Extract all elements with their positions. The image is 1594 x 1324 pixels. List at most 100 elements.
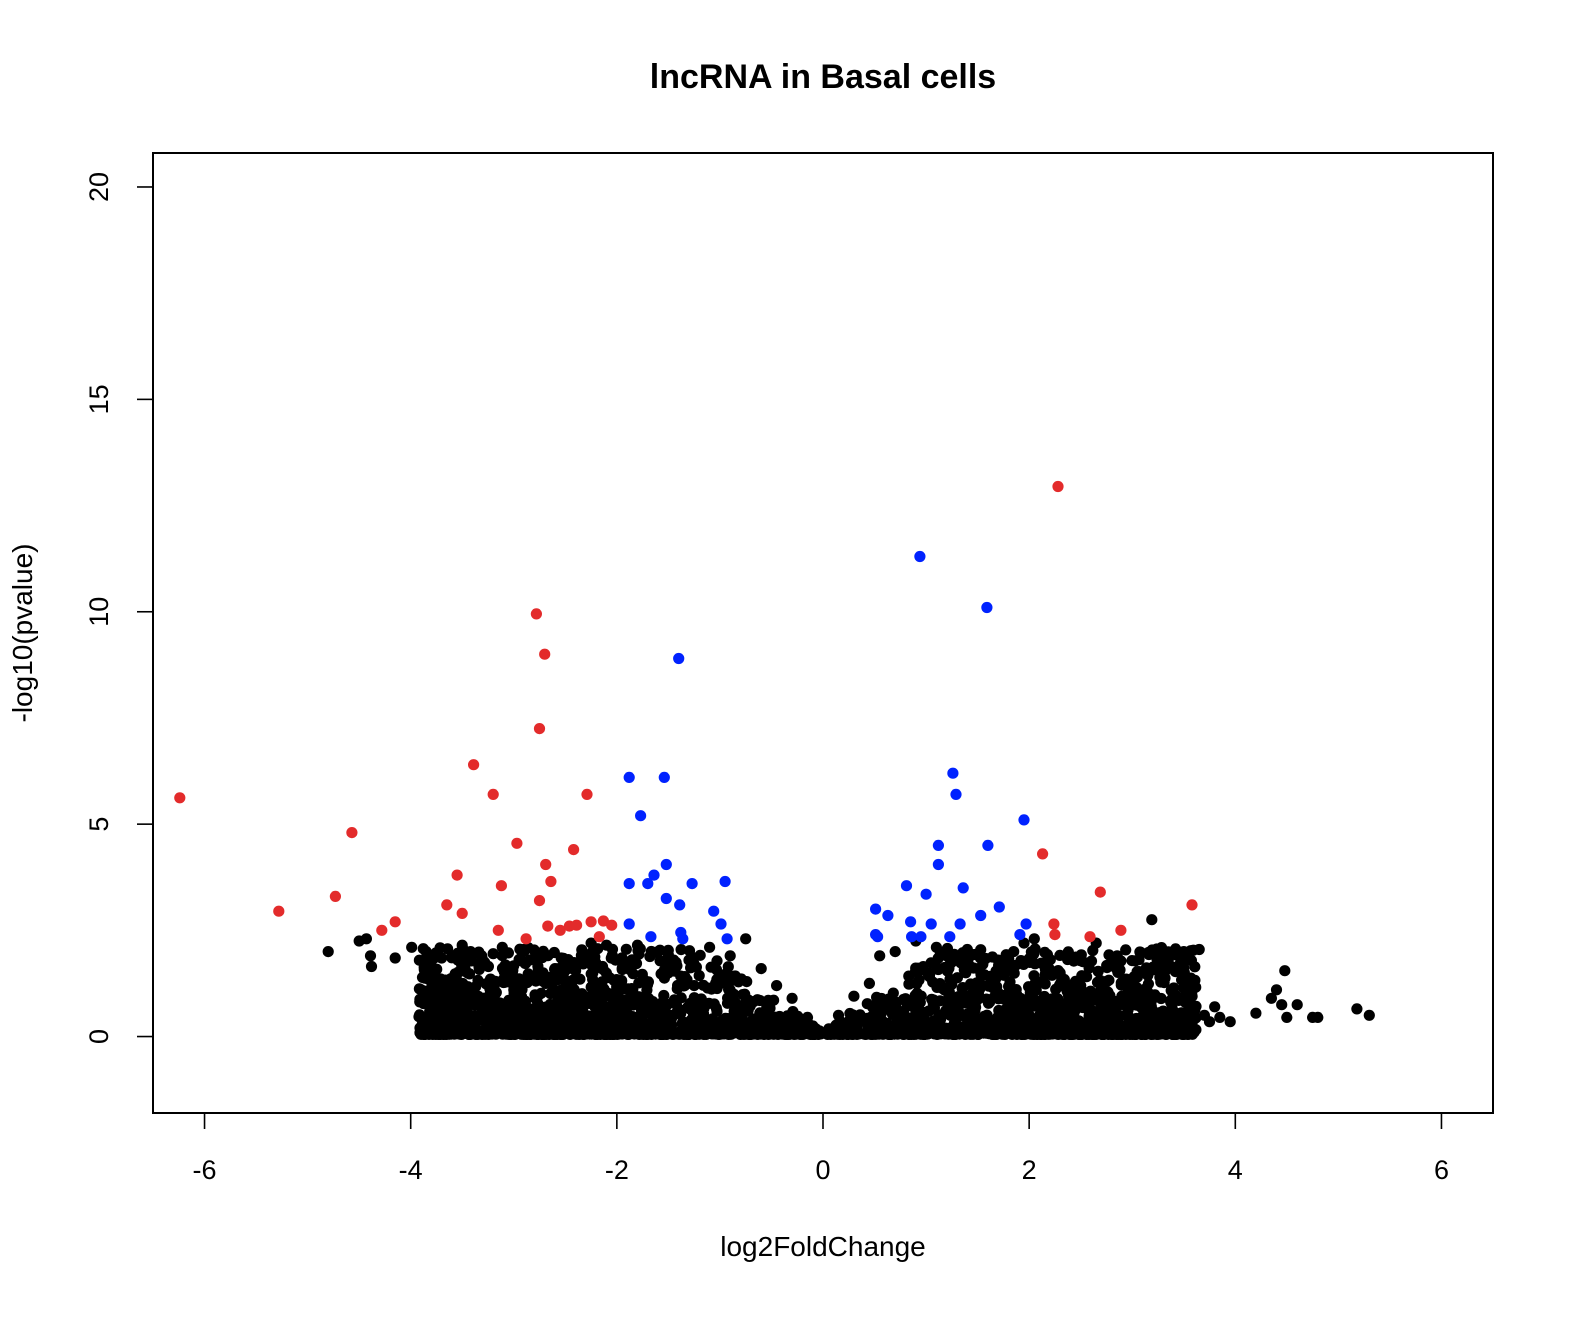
data-point-not-significant [652, 946, 664, 958]
data-point-cloud [643, 993, 655, 1005]
data-point-cloud [955, 957, 967, 969]
data-point-not-significant [406, 941, 418, 953]
data-point-cloud [1189, 974, 1201, 986]
data-point-not-significant [889, 946, 901, 958]
data-point-significant-large-fc [511, 837, 523, 849]
data-point-cloud [455, 1019, 467, 1031]
data-point-significant-moderate-fc [905, 916, 917, 928]
data-point-significant-large-fc [545, 875, 557, 888]
data-point-not-significant [322, 946, 334, 958]
data-point-cloud [732, 976, 745, 988]
data-point-cloud [1154, 971, 1166, 983]
data-point-cloud [414, 1009, 426, 1021]
data-point-significant-moderate-fc [708, 905, 720, 917]
data-point-cloud [592, 978, 604, 990]
data-point-cloud [946, 1028, 958, 1040]
data-point-cloud [520, 957, 532, 969]
data-point-significant-large-fc [492, 924, 504, 936]
data-point-cloud [740, 1028, 752, 1040]
data-point-not-significant [992, 954, 1004, 966]
chart-title: lncRNA in Basal cells [650, 58, 996, 96]
data-point-cloud [864, 1027, 876, 1039]
data-point-cloud [935, 1024, 947, 1036]
data-point-cloud [430, 1028, 442, 1040]
data-point-cloud [923, 1005, 935, 1017]
data-point-cloud [1094, 1014, 1106, 1026]
data-point-cloud [1033, 976, 1045, 988]
data-point-cloud [432, 1016, 444, 1028]
data-point-significant-moderate-fc [957, 882, 969, 894]
data-point-significant-moderate-fc [1014, 929, 1026, 941]
data-point-significant-large-fc [389, 916, 401, 928]
data-point-cloud [588, 1027, 600, 1039]
data-point-not-significant [451, 990, 463, 1002]
data-point-cloud [610, 991, 622, 1003]
data-point-cloud [992, 1027, 1004, 1039]
data-point-cloud [529, 972, 541, 984]
data-point-cloud [662, 944, 674, 956]
data-point-cloud [1120, 944, 1132, 956]
data-point-not-significant [1351, 1003, 1363, 1015]
data-point-significant-large-fc [585, 916, 597, 928]
data-point-cloud [464, 985, 476, 997]
data-point-cloud [764, 1027, 777, 1039]
data-point-significant-large-fc [554, 924, 566, 936]
data-point-not-significant [1028, 933, 1040, 945]
data-point-cloud [1087, 1005, 1099, 1017]
data-point-cloud [524, 1004, 536, 1016]
data-point-significant-large-fc [533, 895, 546, 907]
data-point-significant-moderate-fc [872, 931, 884, 943]
data-point-cloud [633, 948, 645, 960]
data-point-not-significant [961, 943, 973, 956]
y-axis-label: -log10(pvalue) [7, 544, 38, 723]
data-point-cloud [558, 1001, 570, 1013]
data-point-cloud [490, 998, 502, 1010]
data-point-significant-moderate-fc [623, 878, 635, 890]
data-point-cloud [792, 1010, 804, 1023]
data-point-significant-moderate-fc [920, 888, 932, 900]
data-point-significant-moderate-fc [954, 918, 966, 930]
data-point-cloud [1042, 1028, 1054, 1040]
data-point-not-significant [1173, 994, 1185, 1007]
data-point-cloud [913, 965, 925, 977]
data-point-cloud [751, 994, 764, 1006]
data-point-cloud [953, 1000, 965, 1012]
data-point-cloud [672, 979, 684, 992]
data-point-significant-large-fc [468, 759, 480, 771]
data-point-significant-large-fc [568, 844, 580, 856]
data-point-cloud [927, 976, 939, 988]
data-point-cloud [420, 962, 432, 974]
data-point-cloud [924, 967, 936, 980]
data-point-cloud [532, 1019, 544, 1031]
data-point-cloud [620, 943, 632, 955]
data-point-cloud [1151, 1024, 1163, 1036]
data-point-cloud [642, 976, 655, 988]
data-point-cloud [997, 990, 1010, 1003]
data-point-not-significant [662, 956, 675, 968]
x-tick-label: 0 [815, 1155, 830, 1185]
data-point-cloud [542, 971, 554, 983]
data-point-cloud [1171, 1028, 1183, 1040]
data-point-cloud [1023, 1009, 1035, 1021]
data-point-cloud [1155, 942, 1168, 954]
plot-frame [152, 152, 1494, 1114]
data-point-significant-large-fc [540, 858, 552, 871]
data-point-cloud [1043, 953, 1055, 965]
data-point-cloud [899, 993, 912, 1005]
data-point-not-significant [420, 946, 432, 958]
data-point-cloud [724, 992, 736, 1004]
data-point-not-significant [724, 950, 736, 962]
data-point-significant-moderate-fc [981, 601, 993, 614]
data-point-cloud [976, 1016, 988, 1028]
data-point-significant-large-fc [593, 931, 605, 943]
data-point-significant-moderate-fc [721, 933, 733, 945]
data-point-cloud [626, 983, 638, 995]
data-point-not-significant [528, 952, 541, 964]
data-point-significant-moderate-fc [914, 550, 926, 563]
data-point-significant-large-fc [542, 920, 554, 932]
data-point-cloud [1145, 1009, 1157, 1021]
data-point-cloud [712, 1028, 724, 1040]
data-point-cloud [941, 964, 953, 976]
data-point-cloud [537, 1028, 549, 1040]
